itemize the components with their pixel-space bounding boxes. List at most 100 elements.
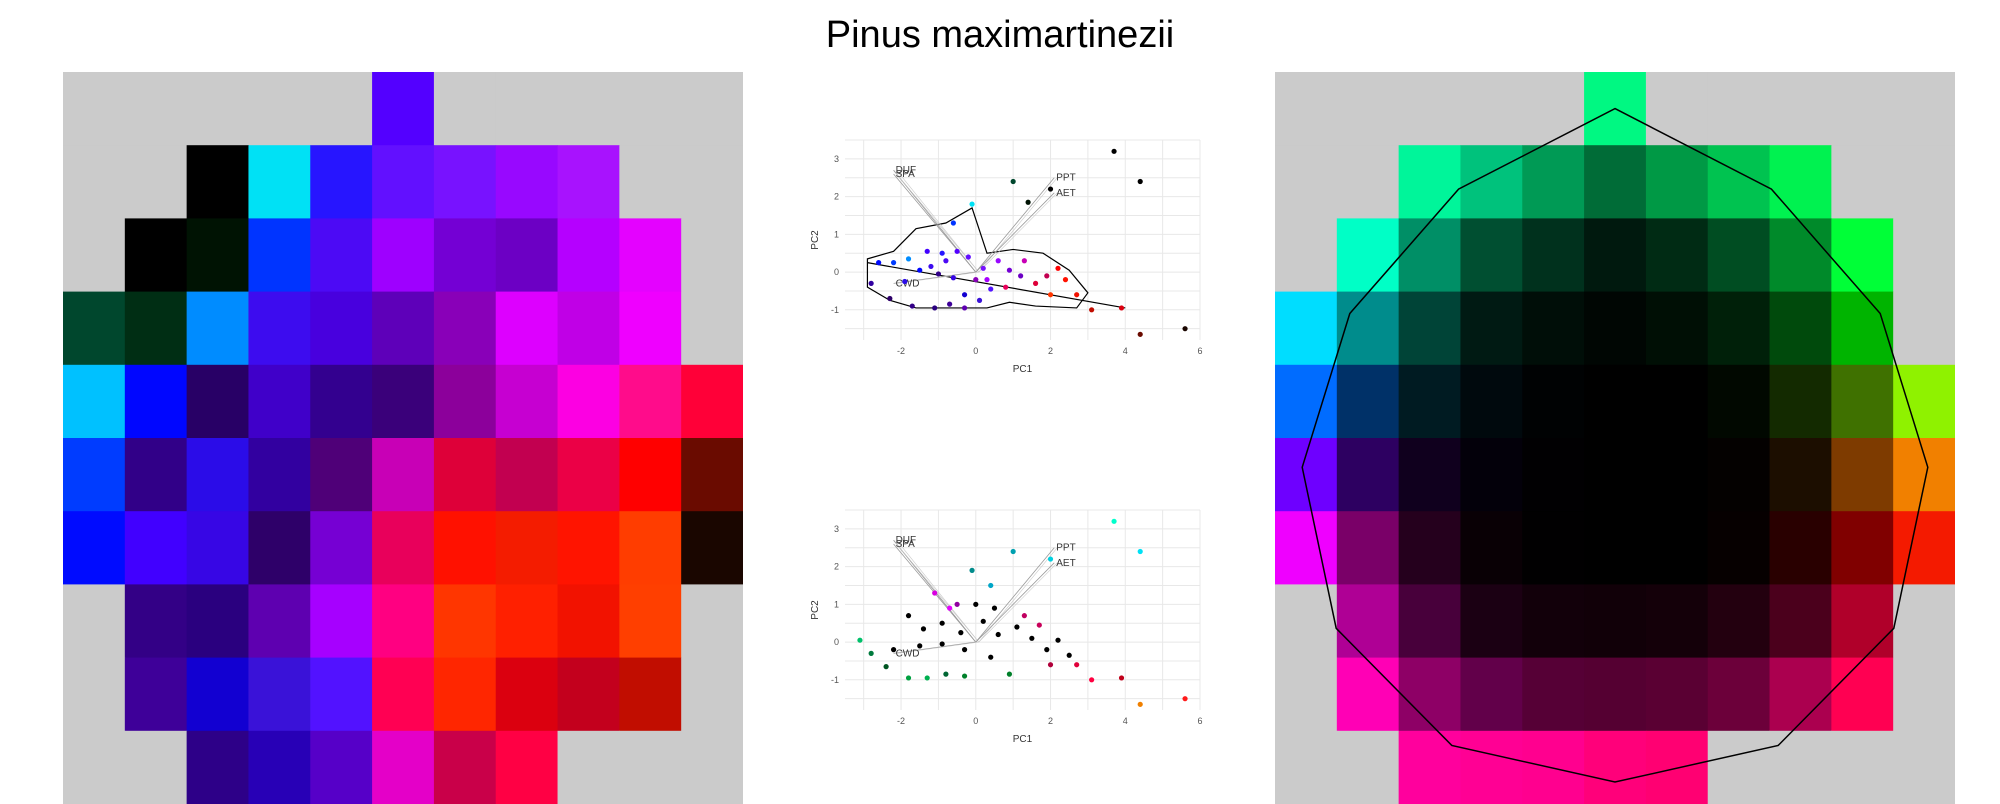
heatmap-cell xyxy=(433,438,497,512)
heatmap-cell xyxy=(372,72,435,146)
heatmap-cell xyxy=(1275,511,1338,585)
scatter-point xyxy=(905,256,912,262)
heatmap-cell xyxy=(124,511,188,585)
scatter-point xyxy=(939,641,945,647)
scatter-point xyxy=(890,260,897,266)
y-tick-label: 2 xyxy=(834,562,839,572)
scatter-point xyxy=(1010,178,1016,185)
heatmap-cell xyxy=(495,511,559,585)
heatmap-cell xyxy=(1398,145,1461,219)
x-tick-label: 0 xyxy=(973,716,978,726)
heatmap-empty-cell xyxy=(681,730,743,804)
heatmap-cell xyxy=(1645,364,1709,439)
heatmap-cell xyxy=(1584,438,1647,512)
heatmap-empty-cell xyxy=(681,291,743,366)
scatter-point xyxy=(1006,267,1013,273)
scatter-point xyxy=(1062,277,1069,283)
heatmap-cell xyxy=(1398,584,1461,659)
scatter-point xyxy=(1047,292,1054,298)
heatmap-empty-cell xyxy=(1893,72,1955,146)
heatmap-cell xyxy=(1460,657,1523,732)
scatter-point xyxy=(988,582,994,589)
grid xyxy=(845,509,1201,710)
heatmap-cell xyxy=(310,218,373,293)
heatmap-cell xyxy=(1522,730,1585,804)
scatter-point xyxy=(943,258,949,264)
heatmap-cell xyxy=(619,511,682,585)
heatmap-cell xyxy=(1707,584,1771,659)
heatmap-cell xyxy=(1769,218,1832,293)
heatmap-cell xyxy=(619,438,682,512)
y-axis-label: PC2 xyxy=(810,600,821,620)
heatmap-cell xyxy=(310,438,373,512)
heatmap-cell xyxy=(1460,218,1523,293)
scatter-point xyxy=(905,613,912,619)
loading-arrow-shadow xyxy=(896,543,980,643)
heatmap-empty-cell xyxy=(619,72,682,146)
heatmap-empty-cell xyxy=(557,72,620,146)
heatmap-cell xyxy=(1522,511,1585,585)
scatter-point xyxy=(1003,284,1009,290)
x-tick-label: 2 xyxy=(1048,716,1053,726)
scatter-point xyxy=(924,675,930,681)
scatter-point xyxy=(920,626,927,632)
scatter-point xyxy=(1029,635,1035,641)
heatmap-cell xyxy=(1460,291,1523,366)
scatter-point xyxy=(917,267,923,273)
heatmap-cell xyxy=(1522,145,1585,219)
heatmap-cell xyxy=(1460,730,1523,804)
heatmap-cell xyxy=(1707,291,1771,366)
heatmap-cell xyxy=(1336,218,1400,293)
heatmap-empty-cell xyxy=(63,657,126,732)
scatter-point xyxy=(947,605,953,611)
heatmap-cell xyxy=(433,584,497,659)
heatmap-empty-cell xyxy=(1460,72,1523,146)
x-axis-label: PC1 xyxy=(1013,364,1033,375)
y-tick-label: 3 xyxy=(834,154,839,164)
heatmap-cell xyxy=(1707,438,1771,512)
heatmap-cell xyxy=(1584,364,1647,439)
scatter-point xyxy=(950,220,956,226)
heatmap-cell xyxy=(1460,511,1523,585)
scatter-point xyxy=(969,567,975,573)
heatmap-empty-cell xyxy=(619,145,682,219)
heatmap-cell xyxy=(63,291,126,366)
heatmap-cell xyxy=(433,657,497,732)
heatmap-cell xyxy=(372,218,435,293)
heatmap-empty-cell xyxy=(495,72,559,146)
heatmap-cell xyxy=(1584,584,1647,659)
heatmap-cell xyxy=(63,511,126,585)
heatmap-cell xyxy=(1769,145,1832,219)
loading-label: DUF xyxy=(896,165,917,176)
heatmap-empty-cell xyxy=(1275,584,1338,659)
heatmap-empty-cell xyxy=(124,730,188,804)
convex-hull xyxy=(866,207,1089,309)
heatmap-cell xyxy=(557,218,620,293)
loading-label: PPT xyxy=(1056,173,1075,184)
heatmap-cell xyxy=(433,218,497,293)
left-heatmap xyxy=(63,72,743,804)
heatmap-empty-cell xyxy=(1893,145,1955,219)
heatmap-cell xyxy=(1831,657,1894,732)
heatmap-empty-cell xyxy=(681,218,743,293)
heatmap-cell xyxy=(1584,730,1647,804)
scatter-point xyxy=(905,675,912,681)
heatmap-cell xyxy=(1584,511,1647,585)
heatmap-cell xyxy=(186,657,249,732)
heatmap-cell xyxy=(1460,438,1523,512)
scatter-point xyxy=(988,654,994,660)
heatmap-cell xyxy=(433,291,497,366)
y-axis-label: PC2 xyxy=(810,230,821,250)
scatter-point xyxy=(961,673,968,679)
right-heatmap xyxy=(1275,72,1955,804)
loading-label: AET xyxy=(1056,558,1075,569)
heatmap-empty-cell xyxy=(681,584,743,659)
heatmap-cell xyxy=(557,511,620,585)
scatter-point xyxy=(1182,696,1188,702)
heatmap-cell xyxy=(1460,364,1523,439)
heatmap-cell xyxy=(186,291,249,366)
heatmap-cell xyxy=(1707,511,1771,585)
loading-arrow-shadow xyxy=(978,562,1058,643)
scatter-point xyxy=(1018,273,1024,279)
scatter-point xyxy=(980,265,986,271)
